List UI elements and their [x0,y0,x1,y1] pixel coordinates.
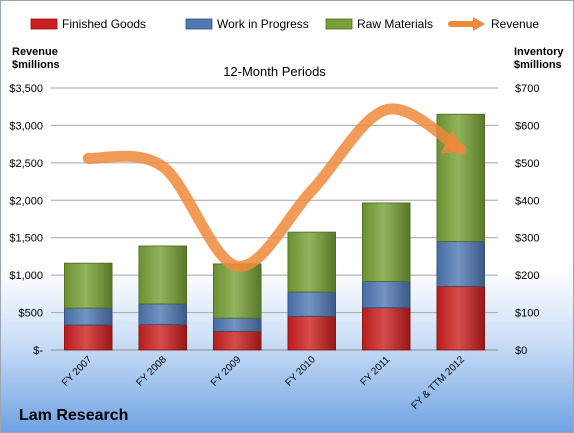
x-tick-label: FY 2009 [209,354,244,389]
bar-work-in-progress [64,307,113,326]
left-tick-label: $3,500 [9,83,43,95]
left-tick-label: $2,000 [9,195,43,207]
legend-label-raw-materials: Raw Materials [357,17,433,31]
left-tick-label: $- [33,345,43,357]
left-tick-label: $3,000 [9,120,43,132]
legend-label-finished-goods: Finished Goods [62,17,146,31]
bar-work-in-progress [213,317,262,332]
bar-work-in-progress [436,241,485,287]
bar-work-in-progress [362,281,411,309]
legend-label-work-in-progress: Work in Progress [217,17,309,31]
bar-raw-materials [213,263,262,319]
bar-raw-materials [287,231,336,293]
left-axis-title-line1: Revenue [12,46,58,58]
right-axis-title-line1: Inventory [514,46,564,58]
right-tick-label: $600 [515,120,539,132]
bar-finished-goods [138,324,187,351]
bar-work-in-progress [287,291,336,317]
left-tick-label: $500 [19,308,43,320]
right-axis-title-line2: $millions [514,59,562,71]
legend-arrow-icon [473,17,485,31]
x-tick-label: FY 2010 [283,354,318,389]
revenue-line [82,103,467,272]
bar-raw-materials [436,113,485,242]
left-axis-title-line2: $millions [12,59,60,71]
x-tick-label: FY & TTM 2012 [409,354,467,412]
bar-raw-materials [138,245,187,305]
x-tick-label: FY 2008 [134,354,169,389]
right-tick-label: $500 [515,158,539,170]
right-tick-label: $400 [515,195,539,207]
bar-raw-materials [64,262,113,309]
bar-finished-goods [287,315,336,351]
legend-swatch-work-in-progress [185,18,213,30]
right-tick-label: $700 [515,83,539,95]
legend-label-revenue: Revenue [491,17,539,31]
right-tick-label: $0 [515,345,527,357]
bar-raw-materials [362,202,411,282]
bar-finished-goods [362,307,411,351]
bar-work-in-progress [138,303,187,325]
revenue-arrowhead [440,130,465,154]
x-tick-label: FY 2011 [359,354,393,388]
right-tick-label: $100 [515,308,539,320]
right-axis-title: Inventory $millions [514,46,564,72]
right-tick-label: $300 [515,233,539,245]
left-tick-label: $1,000 [9,270,43,282]
bar-finished-goods [64,324,113,351]
left-tick-label: $1,500 [9,233,43,245]
company-name: Lam Research [19,407,129,424]
legend-swatch-raw-materials [325,18,353,30]
right-tick-label: $200 [515,270,539,282]
chart-subtitle: 12-Month Periods [223,64,326,79]
bar-finished-goods [213,330,262,351]
legend-swatch-finished-goods [30,18,58,30]
left-tick-label: $2,500 [9,158,43,170]
x-tick-label: FY 2007 [60,354,95,389]
left-axis-title: Revenue $millions [12,46,60,72]
bar-finished-goods [436,285,485,351]
